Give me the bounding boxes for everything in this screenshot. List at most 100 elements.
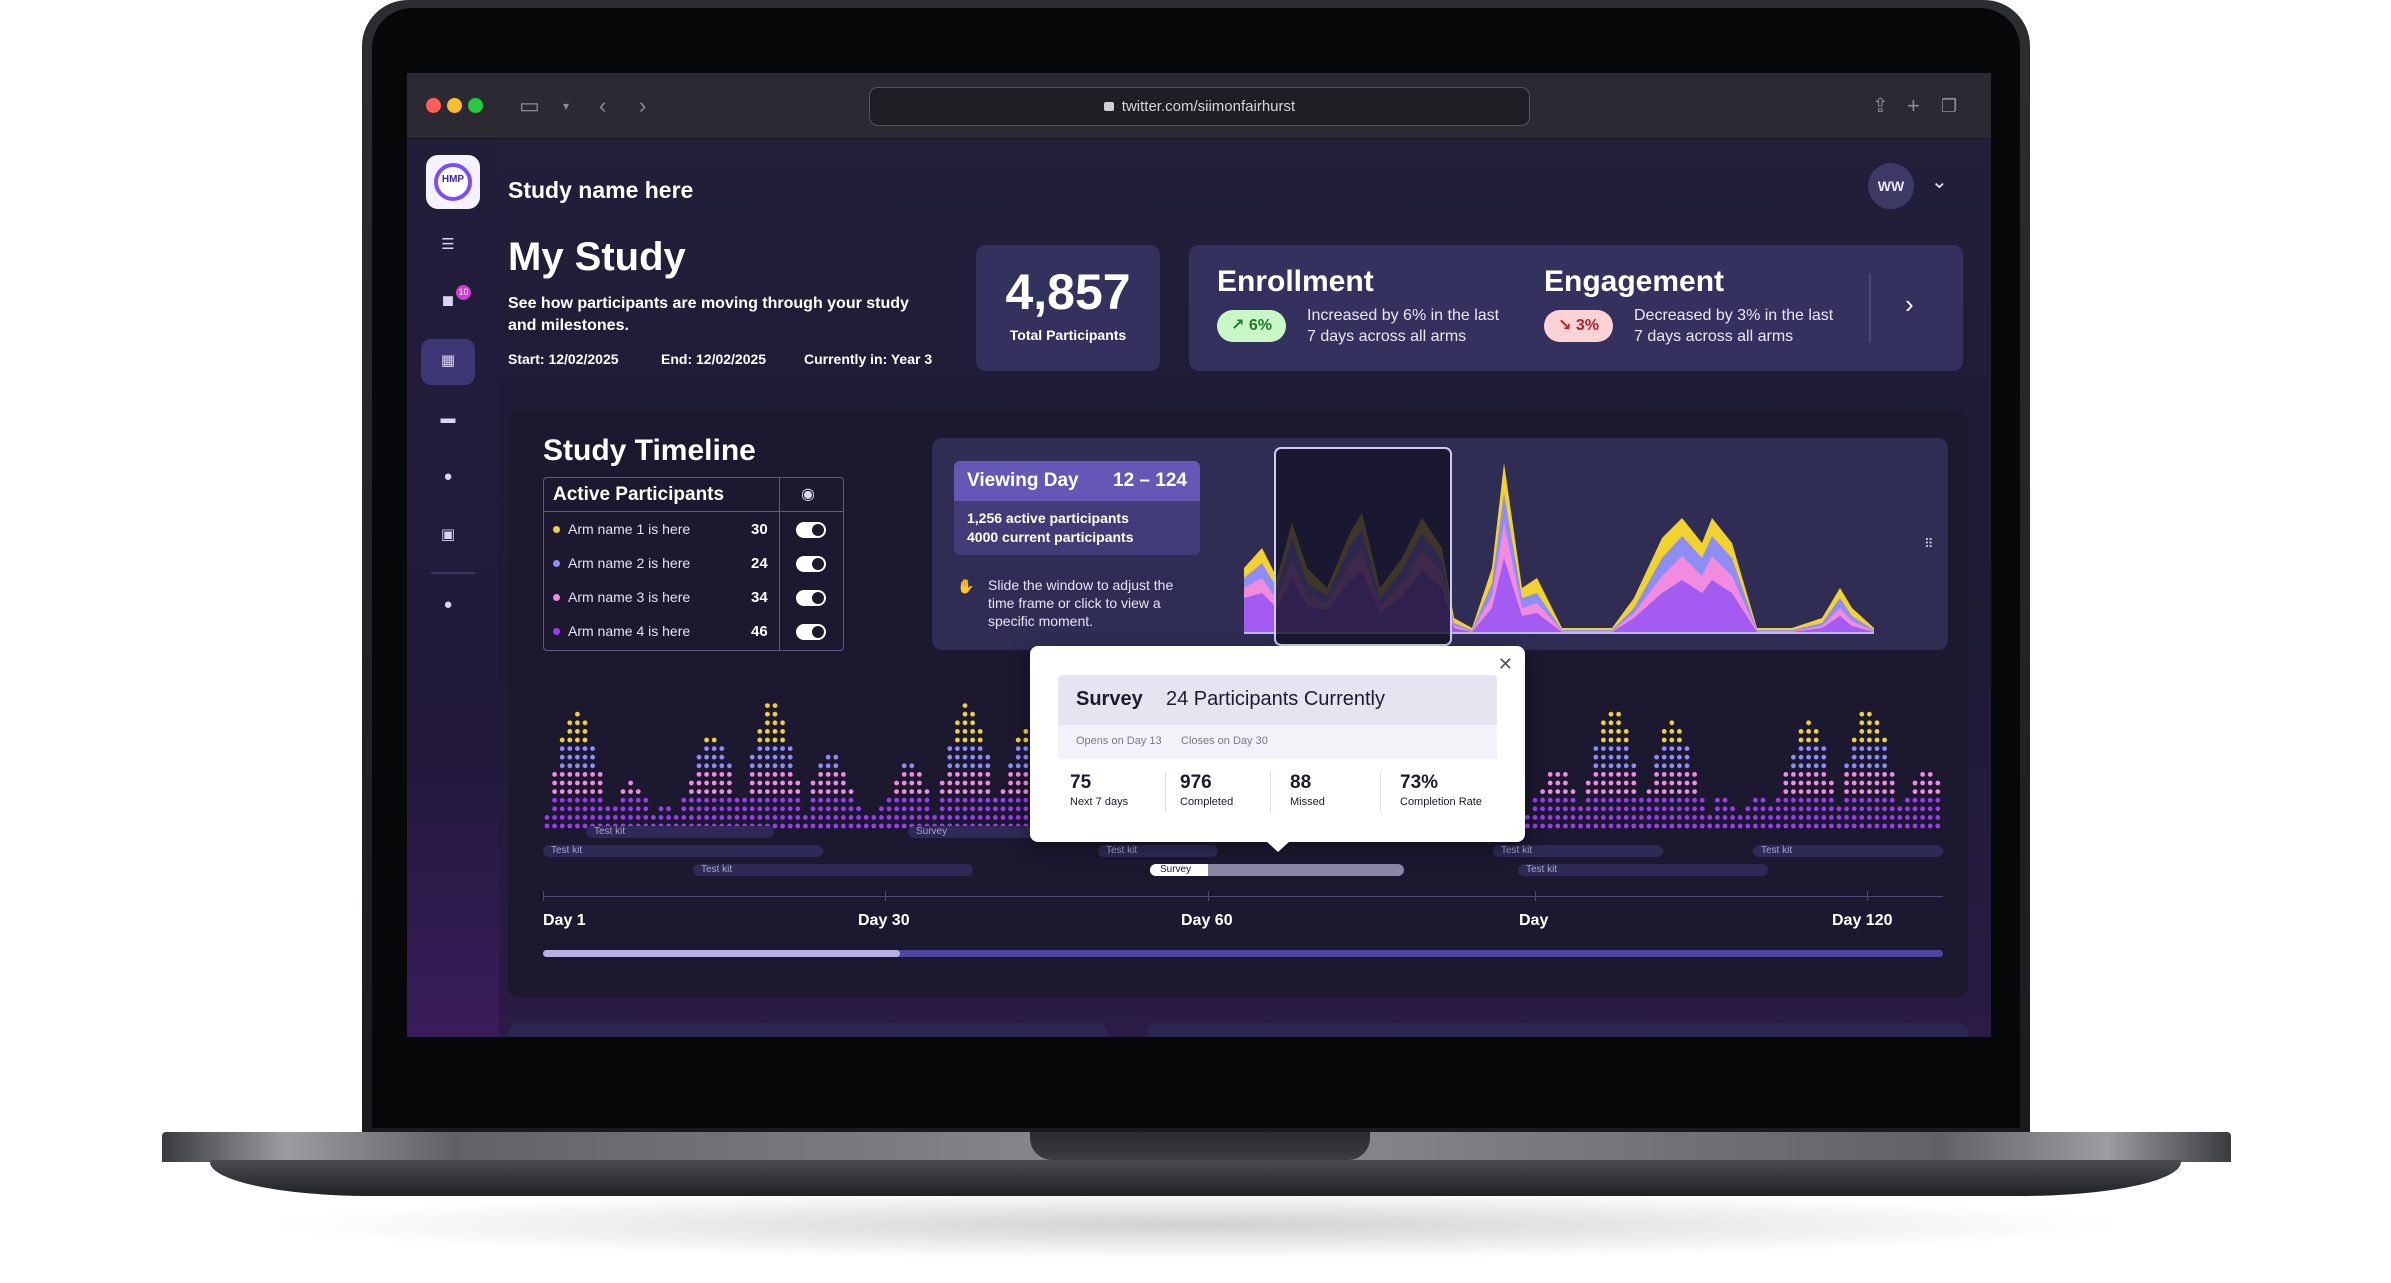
participant-dot <box>1623 729 1629 734</box>
milestone-track-test-kit[interactable]: Test kit <box>586 826 774 838</box>
participant-dot <box>1851 763 1857 769</box>
participant-dot <box>1707 823 1713 829</box>
address-bar[interactable]: twitter.com/siimonfairhurst <box>869 87 1530 126</box>
participant-dot <box>1669 729 1675 734</box>
sidebar-item-collapse[interactable]: ☰ <box>421 223 475 269</box>
participant-dot <box>1601 729 1606 734</box>
milestone-track-survey[interactable]: Survey <box>908 826 1048 838</box>
participant-dot <box>590 780 595 786</box>
participant-dot <box>1616 772 1621 777</box>
milestone-track-survey-selected[interactable]: Survey <box>1150 864 1404 876</box>
participant-dot <box>1882 746 1887 751</box>
participant-dot <box>1791 789 1796 794</box>
participant-dot <box>818 763 823 769</box>
arm-count: 34 <box>751 589 768 606</box>
participant-dot <box>795 780 801 786</box>
participant-dot <box>1753 806 1758 812</box>
engagement-desc: Decreased by 3% in the last 7 days acros… <box>1634 307 1834 345</box>
participant-dot <box>1547 797 1553 803</box>
participant-dot <box>1798 754 1804 760</box>
zoom-window-button[interactable] <box>468 98 483 113</box>
sidebar-toggle-icon[interactable]: ▭ <box>519 93 540 118</box>
eye-icon[interactable]: ◉ <box>801 486 815 503</box>
milestone-track-test-kit[interactable]: Test kit <box>1518 864 1768 876</box>
participant-dot <box>1631 780 1637 786</box>
new-tab-icon[interactable]: + <box>1907 93 1920 118</box>
participant-dot <box>810 815 816 820</box>
participant-dot <box>582 772 588 777</box>
close-window-button[interactable] <box>426 98 441 113</box>
avatar[interactable]: WW <box>1868 163 1914 209</box>
participant-dot <box>1699 806 1705 812</box>
chevron-right-icon[interactable]: › <box>1905 289 1914 319</box>
minimize-window-button[interactable] <box>447 98 462 113</box>
timeline-overview: Viewing Day 12 – 124 1,256 active partic… <box>932 438 1948 650</box>
participant-dot <box>1859 772 1865 777</box>
participant-dot <box>825 789 831 794</box>
participant-dot <box>977 815 983 820</box>
participant-dot <box>772 823 778 829</box>
participant-dot <box>742 797 747 803</box>
track-label: Test kit <box>551 845 583 856</box>
participant-dot <box>1623 754 1629 760</box>
milestone-track-test-kit[interactable]: Test kit <box>1493 845 1663 857</box>
participant-dot <box>818 797 823 803</box>
sidebar-item-participants[interactable]: ● <box>421 455 475 501</box>
participant-dot <box>749 789 755 794</box>
participant-dot <box>567 789 573 794</box>
sidebar-item-id[interactable]: ▣ <box>421 513 475 559</box>
milestone-track-test-kit[interactable]: Test kit <box>1098 845 1218 857</box>
toggle-knob <box>812 592 824 604</box>
participant-dot <box>886 797 892 803</box>
hand-icon: ✋ <box>957 578 975 594</box>
milestone-track-test-kit[interactable]: Test kit <box>1753 845 1943 857</box>
back-icon[interactable]: ‹ <box>599 93 607 118</box>
drag-handle-icon[interactable]: ⠿ <box>1924 536 1934 551</box>
stat-divider <box>1165 772 1166 812</box>
participant-dot <box>765 772 770 777</box>
total-participants-card: 4,857 Total Participants <box>976 245 1160 371</box>
timeline-scrollbar[interactable] <box>543 950 1943 957</box>
arm-visibility-toggle[interactable] <box>796 624 826 640</box>
laptop-hinge <box>1030 1132 1370 1160</box>
participant-dot <box>947 780 953 786</box>
participant-dot <box>1851 823 1857 829</box>
milestone-track-test-kit[interactable]: Test kit <box>543 845 823 857</box>
participant-dot <box>1707 815 1713 820</box>
participant-dot <box>1623 789 1629 794</box>
timeline-scrollbar-thumb[interactable] <box>543 950 900 957</box>
track-label: Test kit <box>701 864 733 875</box>
participant-dot <box>567 806 573 812</box>
arm-visibility-toggle[interactable] <box>796 590 826 606</box>
close-icon[interactable]: ✕ <box>1497 654 1513 674</box>
browser-toolbar: ▭ ▾ ‹ › twitter.com/siimonfairhurst ⇪ + … <box>407 73 1991 139</box>
sidebar-item-team[interactable]: ● <box>421 583 475 629</box>
participant-dot <box>1760 823 1766 829</box>
chevron-down-icon[interactable]: ⌄ <box>1931 171 1948 193</box>
sidebar-item-dashboard[interactable]: ▦ <box>421 339 475 385</box>
arm-visibility-toggle[interactable] <box>796 522 826 538</box>
participant-dot <box>1532 823 1538 829</box>
arm-visibility-toggle[interactable] <box>796 556 826 572</box>
participant-dot <box>559 815 565 820</box>
app-logo[interactable]: HMP <box>426 155 480 209</box>
participant-dot <box>628 789 633 794</box>
participant-dot <box>1836 815 1842 820</box>
participant-dot <box>947 763 953 769</box>
time-window-selector[interactable] <box>1274 447 1452 646</box>
share-icon[interactable]: ⇪ <box>1872 95 1889 117</box>
participant-dot <box>810 780 816 786</box>
arm-name: Arm name 2 is here <box>568 555 691 571</box>
milestone-track-test-kit[interactable]: Test kit <box>693 864 973 876</box>
participant-dot <box>666 806 671 812</box>
participant-dot <box>567 815 573 820</box>
participant-dot <box>575 711 580 717</box>
participant-dot <box>825 754 831 760</box>
chevron-down-icon[interactable]: ▾ <box>563 99 570 113</box>
participant-dot <box>962 720 968 726</box>
tabs-overview-icon[interactable]: ❐ <box>1941 96 1958 116</box>
sidebar-item-list[interactable]: ▬ <box>421 397 475 443</box>
forward-icon[interactable]: › <box>639 93 647 118</box>
sidebar-item-messages[interactable]: ◼ 10 <box>421 279 475 325</box>
participant-dot <box>1585 780 1591 786</box>
